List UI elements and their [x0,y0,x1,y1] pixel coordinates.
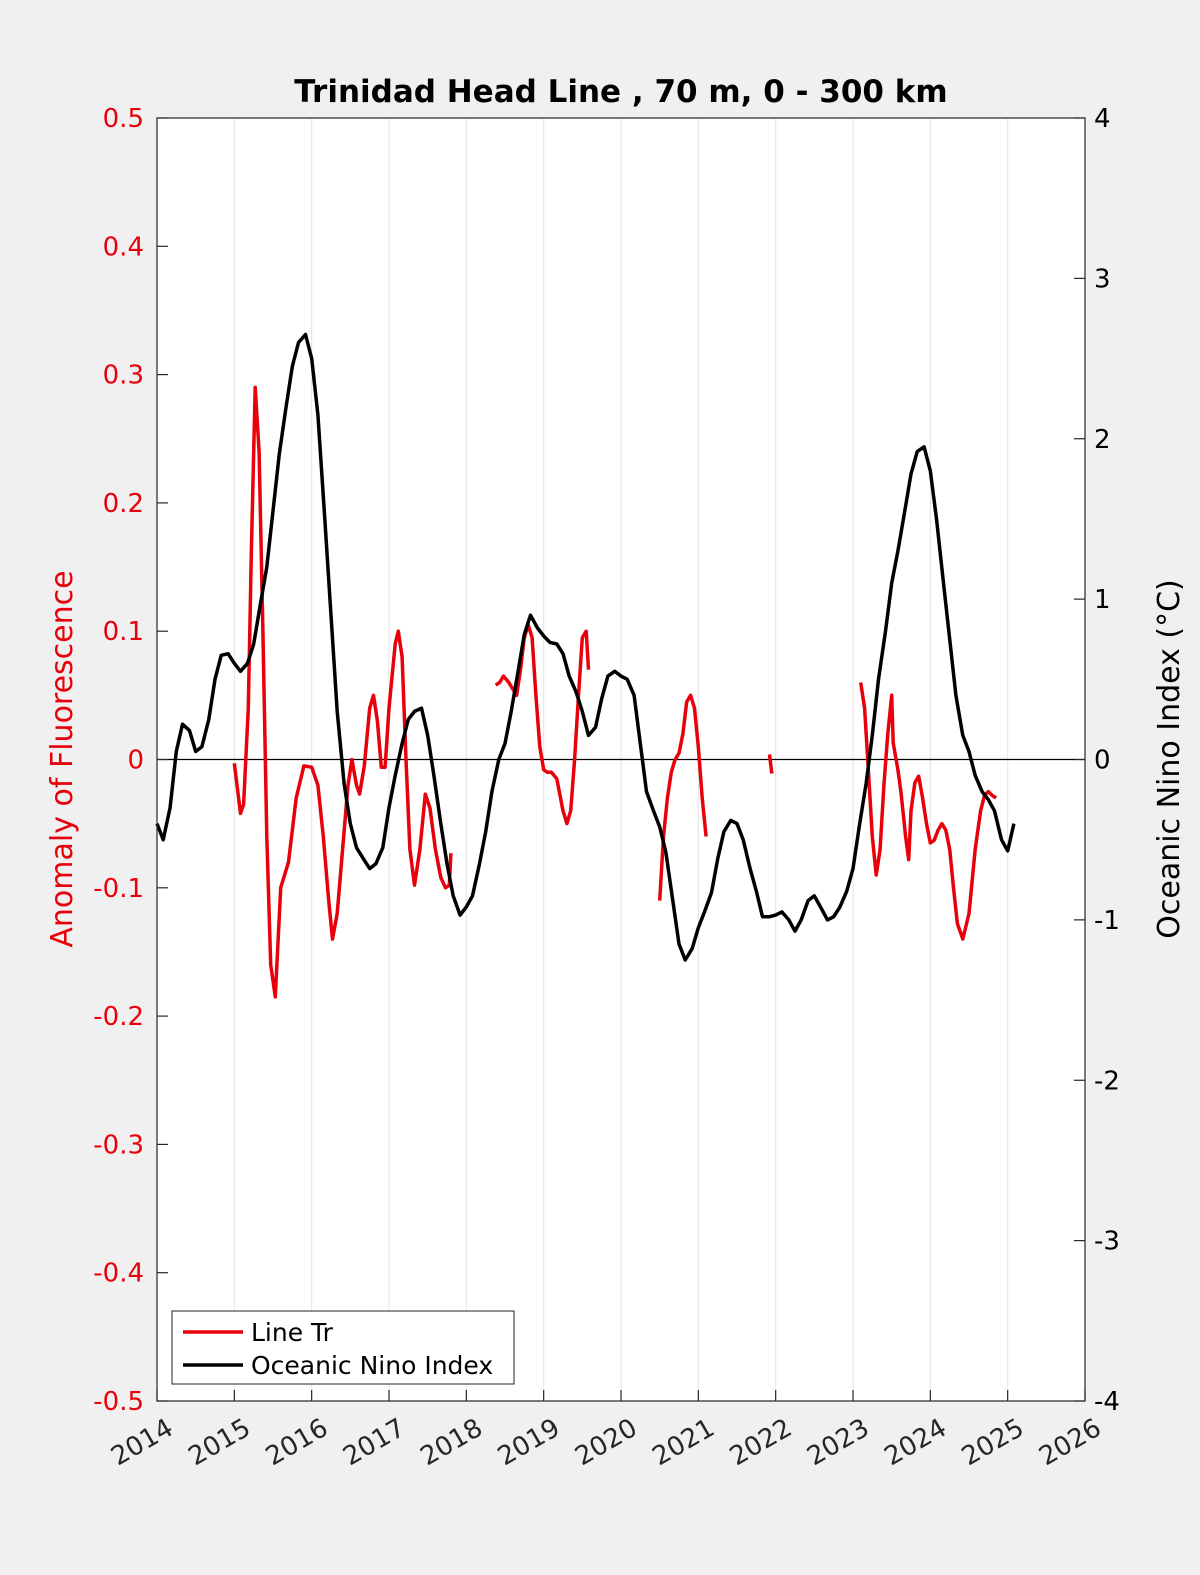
left-axis-label: Anomaly of Fluorescence [45,570,80,947]
right-axis-label: Oceanic Nino Index (°C) [1152,579,1187,939]
left-tick-label: -0.3 [93,1130,144,1160]
right-axis-ticks: 4 3 2 1 0 -1 -2 -3 -4 [1074,104,1120,1417]
right-tick-label: 1 [1094,585,1111,615]
x-tick-label: 2025 [957,1413,1029,1472]
right-tick-label: 4 [1094,104,1111,134]
left-tick-label: 0 [127,746,144,776]
series-oni [155,332,1016,962]
x-tick-label: 2014 [106,1413,178,1472]
left-tick-label: 0.2 [103,489,144,519]
x-tick-label: 2015 [184,1413,256,1472]
right-tick-label: 0 [1094,746,1111,776]
series-layer [155,332,1016,999]
chart-title: Trinidad Head Line , 70 m, 0 - 300 km [294,74,947,110]
legend: Line Tr Oceanic Nino Index [171,1310,515,1385]
x-tick-label: 2018 [416,1413,488,1472]
right-tick-label: 3 [1094,264,1111,294]
x-tick-label: 2017 [338,1413,410,1472]
series-line-tr [767,754,774,774]
legend-label-oni: Oceanic Nino Index [251,1351,493,1380]
x-tick-label: 2021 [648,1413,720,1472]
left-tick-label: -0.1 [93,874,144,904]
x-tick-label: 2023 [802,1413,874,1472]
x-tick-label: 2024 [880,1413,952,1472]
series-line-tr [657,693,708,901]
x-axis-ticks: 2014 2015 2016 2017 2018 2019 2020 2021 2022 2023… [106,1390,1107,1472]
left-axis-ticks: 0.5 0.4 0.3 0.2 0.1 0 -0.1 -0.2 -0.3 -0.4 -0.5 [93,104,168,1417]
x-tick-label: 2022 [725,1413,797,1472]
right-tick-label: 2 [1094,425,1111,455]
x-tick-label: 2019 [493,1413,565,1472]
right-tick-label: -1 [1094,906,1120,936]
left-tick-label: -0.5 [93,1387,144,1417]
right-tick-label: -3 [1094,1227,1120,1257]
left-tick-label: -0.2 [93,1002,144,1032]
legend-box [171,1310,515,1385]
x-tick-label: 2020 [570,1413,642,1472]
left-tick-label: -0.4 [93,1259,144,1289]
series-line-tr [858,682,998,941]
left-tick-label: 0.3 [103,361,144,391]
x-tick-label: 2016 [261,1413,333,1472]
x-tick-label: 2026 [1034,1413,1106,1472]
legend-label-line-tr: Line Tr [251,1318,334,1347]
series-line-tr [494,623,591,826]
right-tick-label: -4 [1094,1387,1120,1417]
series-line-tr [232,385,453,999]
left-tick-label: 0.4 [103,232,144,262]
left-tick-label: 0.1 [103,617,144,647]
right-tick-label: -2 [1094,1066,1120,1096]
left-tick-label: 0.5 [103,104,144,134]
